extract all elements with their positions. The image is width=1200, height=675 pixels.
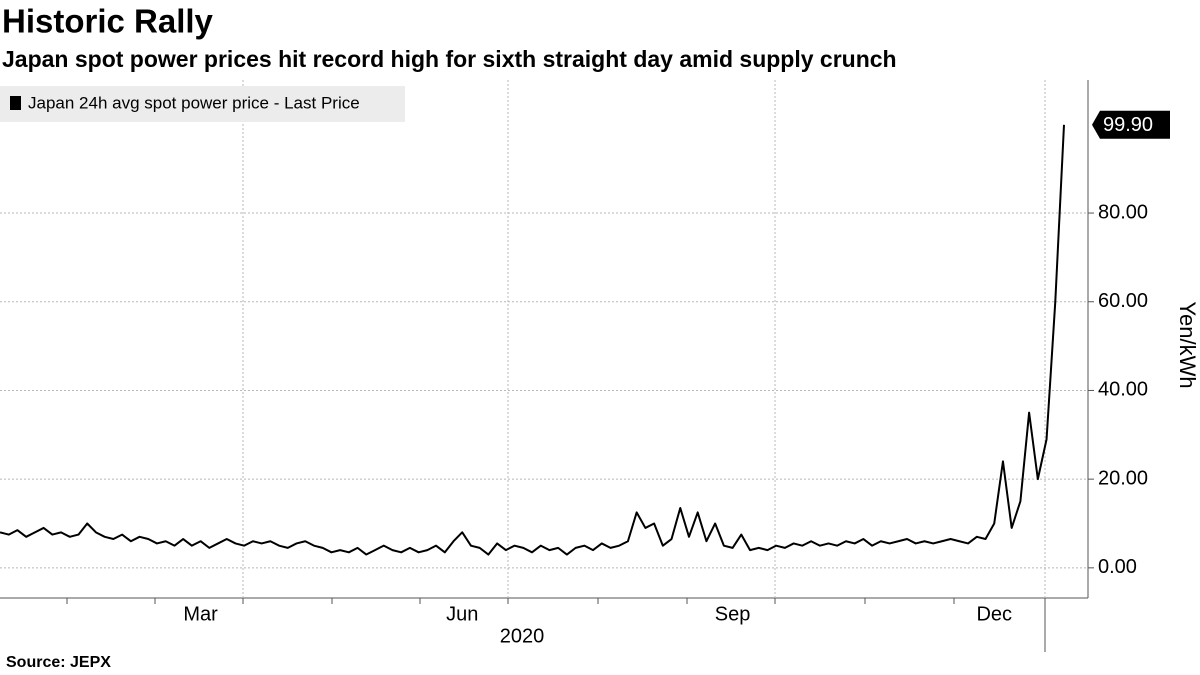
- y-axis-label: Yen/kWh: [1175, 301, 1200, 388]
- y-tick-label: 60.00: [1098, 290, 1148, 312]
- y-tick-label: 40.00: [1098, 379, 1148, 401]
- value-tag: [1092, 110, 1170, 139]
- y-tick-label: 0.00: [1098, 556, 1137, 578]
- x-tick-label: Jun: [446, 603, 478, 625]
- y-tick-label: 20.00: [1098, 467, 1148, 489]
- value-label: 99.90: [1103, 114, 1153, 136]
- legend-box: [0, 86, 405, 122]
- legend-swatch: [10, 96, 21, 110]
- source: Source: JEPX: [6, 654, 111, 671]
- x-tick-label: Dec: [976, 603, 1012, 625]
- line-series: [0, 124, 1065, 556]
- chart-subtitle: Japan spot power prices hit record high …: [2, 46, 897, 72]
- y-tick-label: 80.00: [1098, 201, 1148, 223]
- x-tick-label: Mar: [183, 603, 218, 625]
- x-tick-label: Sep: [715, 603, 751, 625]
- x-axis-label: 2020: [500, 625, 545, 647]
- legend-label: Japan 24h avg spot power price - Last Pr…: [28, 93, 360, 112]
- chart-title: Historic Rally: [2, 3, 214, 40]
